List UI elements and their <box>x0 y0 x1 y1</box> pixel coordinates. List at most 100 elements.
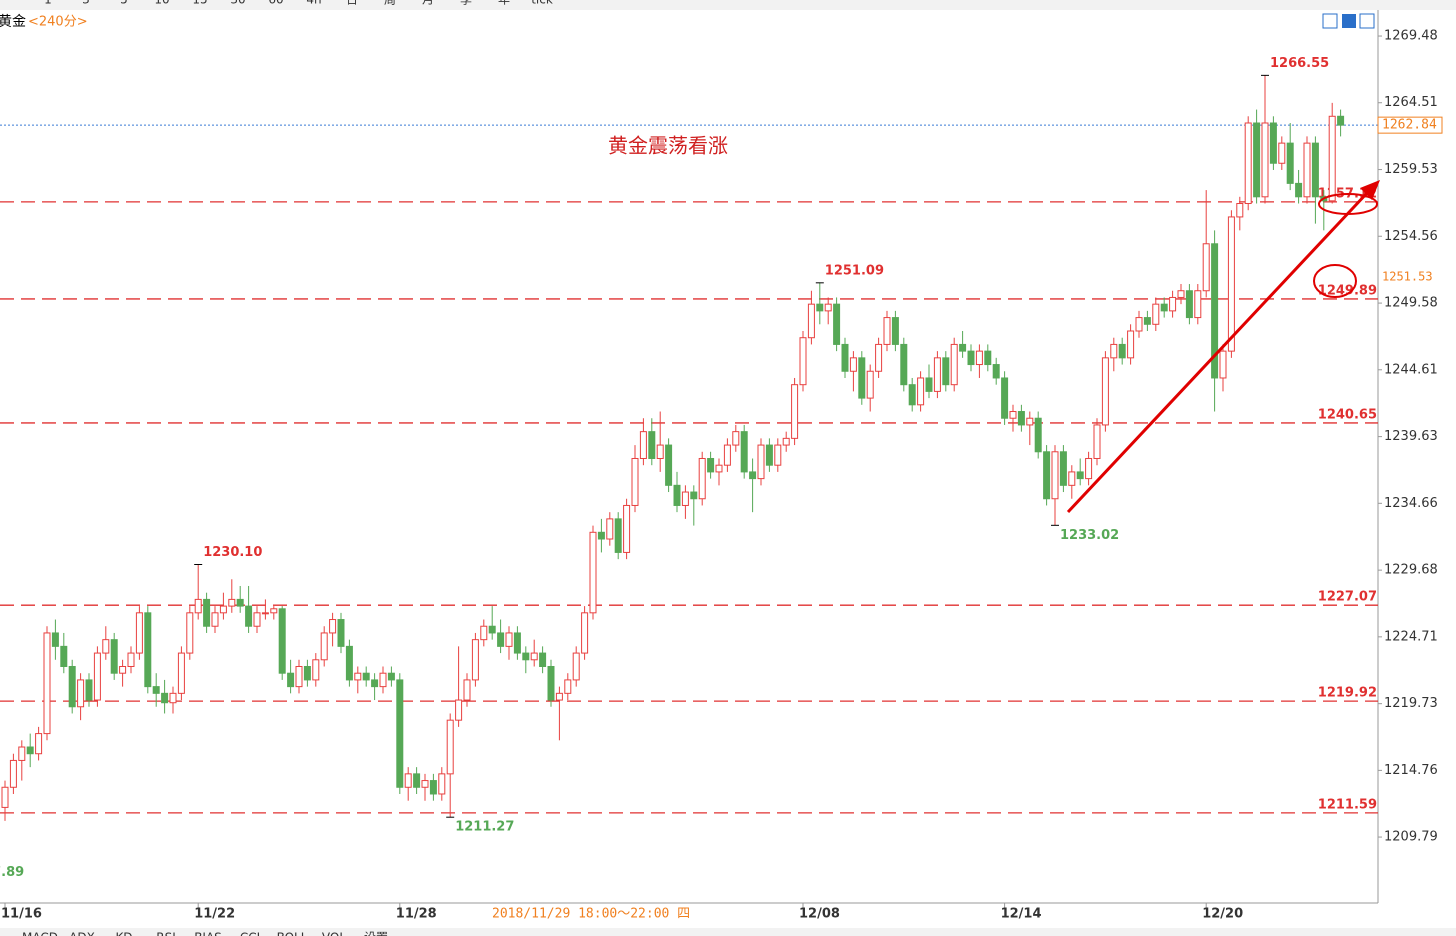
candle-body <box>656 444 664 459</box>
candle-body <box>908 384 916 406</box>
candle-body <box>782 437 790 446</box>
candle-body <box>219 605 227 614</box>
candle-body <box>555 692 563 701</box>
candle-body <box>68 665 76 708</box>
candle-body <box>841 343 849 372</box>
candle-body <box>110 639 118 674</box>
candle-body <box>917 377 925 406</box>
x-tick-label: 12/20 <box>1202 907 1243 922</box>
candle-body <box>245 605 253 627</box>
candle-body <box>135 612 143 654</box>
candle-body <box>723 444 731 466</box>
arrow-line <box>1066 190 1370 514</box>
candle-body <box>303 665 311 681</box>
candle-body <box>1244 122 1252 205</box>
toolbar-button[interactable]: 60 <box>268 0 283 7</box>
toolbar-button[interactable]: 10 <box>154 0 169 7</box>
indicator-tab[interactable]: ADX <box>69 931 95 936</box>
candle-body <box>480 625 488 641</box>
candle-body <box>665 444 673 486</box>
x-tick-label: 12/14 <box>1001 907 1042 922</box>
candle-body <box>1169 296 1177 312</box>
indicator-tab[interactable]: KD <box>115 931 132 936</box>
candle-body <box>875 343 883 372</box>
indicator-tab[interactable]: 设置 <box>364 931 388 936</box>
candle-body <box>757 444 765 480</box>
toolbar-button[interactable]: 日 <box>346 0 358 7</box>
candle-body <box>1202 243 1210 292</box>
toolbar-button[interactable]: 季 <box>460 0 472 7</box>
button[interactable] <box>1322 13 1338 29</box>
toolbar-button[interactable]: 30 <box>230 0 245 7</box>
candle-body <box>530 652 538 661</box>
toolbar-button[interactable]: 5 <box>120 0 128 7</box>
toolbar-button[interactable]: 周 <box>384 0 396 7</box>
button[interactable] <box>1342 14 1356 28</box>
view-buttons[interactable] <box>1322 13 1375 29</box>
candle-body <box>891 317 899 345</box>
candle-body <box>740 431 748 473</box>
candle-body <box>1143 317 1151 325</box>
toolbar-button[interactable]: 1 <box>44 0 52 7</box>
candle-body <box>547 665 555 701</box>
candle-body <box>597 531 605 540</box>
candle-body <box>1051 451 1059 500</box>
toolbar-button[interactable]: 月 <box>422 0 434 7</box>
toolbar-button[interactable]: 年 <box>498 0 510 7</box>
candle-body <box>572 652 580 681</box>
cursor-price-label: 1251.53 <box>1382 269 1433 283</box>
y-tick-label: 1264.51 <box>1384 95 1438 110</box>
toolbar-button[interactable]: tick <box>531 0 553 7</box>
indicator-tab[interactable]: MACD <box>22 931 58 936</box>
candle-body <box>77 679 85 708</box>
candle-body <box>438 773 446 795</box>
candle-body <box>1211 243 1219 379</box>
candle-body <box>564 679 572 694</box>
candle-body <box>1076 471 1084 480</box>
last-price-box <box>1377 116 1443 134</box>
highlight-ellipse <box>1313 264 1357 298</box>
indicator-tab[interactable]: VOL <box>322 931 346 936</box>
toolbar-button[interactable]: 4h <box>306 0 321 7</box>
extreme-label: 1251.09 <box>825 263 884 278</box>
candle-body <box>455 699 463 721</box>
candle-body <box>1253 122 1261 198</box>
indicator-tab[interactable]: BIAS <box>194 931 222 936</box>
indicator-tab[interactable]: CCI <box>240 931 260 936</box>
toolbar-button[interactable]: 15 <box>192 0 207 7</box>
symbol: 黄金 <box>0 13 26 30</box>
indicator-tab[interactable]: RSI <box>156 931 176 936</box>
y-tick-label: 1239.63 <box>1384 429 1438 444</box>
candle-body <box>51 632 59 647</box>
candle-body <box>396 679 404 788</box>
candle-body <box>463 679 471 701</box>
candle-body <box>471 639 479 681</box>
candle-body <box>1311 142 1319 198</box>
candle-body <box>1085 457 1093 480</box>
x-tick-label: 11/28 <box>396 907 437 922</box>
x-tick-label: 11/22 <box>194 907 235 922</box>
candle-body <box>320 632 328 661</box>
extreme-label: 1233.02 <box>1060 528 1119 543</box>
y-tick-label: 1234.66 <box>1384 496 1438 511</box>
candle-body <box>287 672 295 688</box>
indicator-tab[interactable]: BOLL <box>277 931 308 936</box>
level-label: 1219.92 <box>1318 686 1377 701</box>
candle-body <box>371 679 379 688</box>
candle-body <box>1261 122 1269 198</box>
candle-body <box>1127 330 1135 359</box>
candle-body <box>623 504 631 553</box>
candle-body <box>1160 303 1168 312</box>
candle-body <box>1093 424 1101 459</box>
candle-body <box>1177 290 1185 298</box>
toolbar-button[interactable]: 3 <box>82 0 90 7</box>
y-tick-label: 1229.68 <box>1384 563 1438 578</box>
level-label: 1249.89 <box>1318 283 1377 298</box>
candle-body <box>631 457 639 506</box>
hover-time: 2018/11/29 18:00～22:00 四 <box>492 907 690 922</box>
button[interactable] <box>1359 13 1375 29</box>
candle-body <box>194 598 202 614</box>
candle-body <box>1068 471 1076 486</box>
